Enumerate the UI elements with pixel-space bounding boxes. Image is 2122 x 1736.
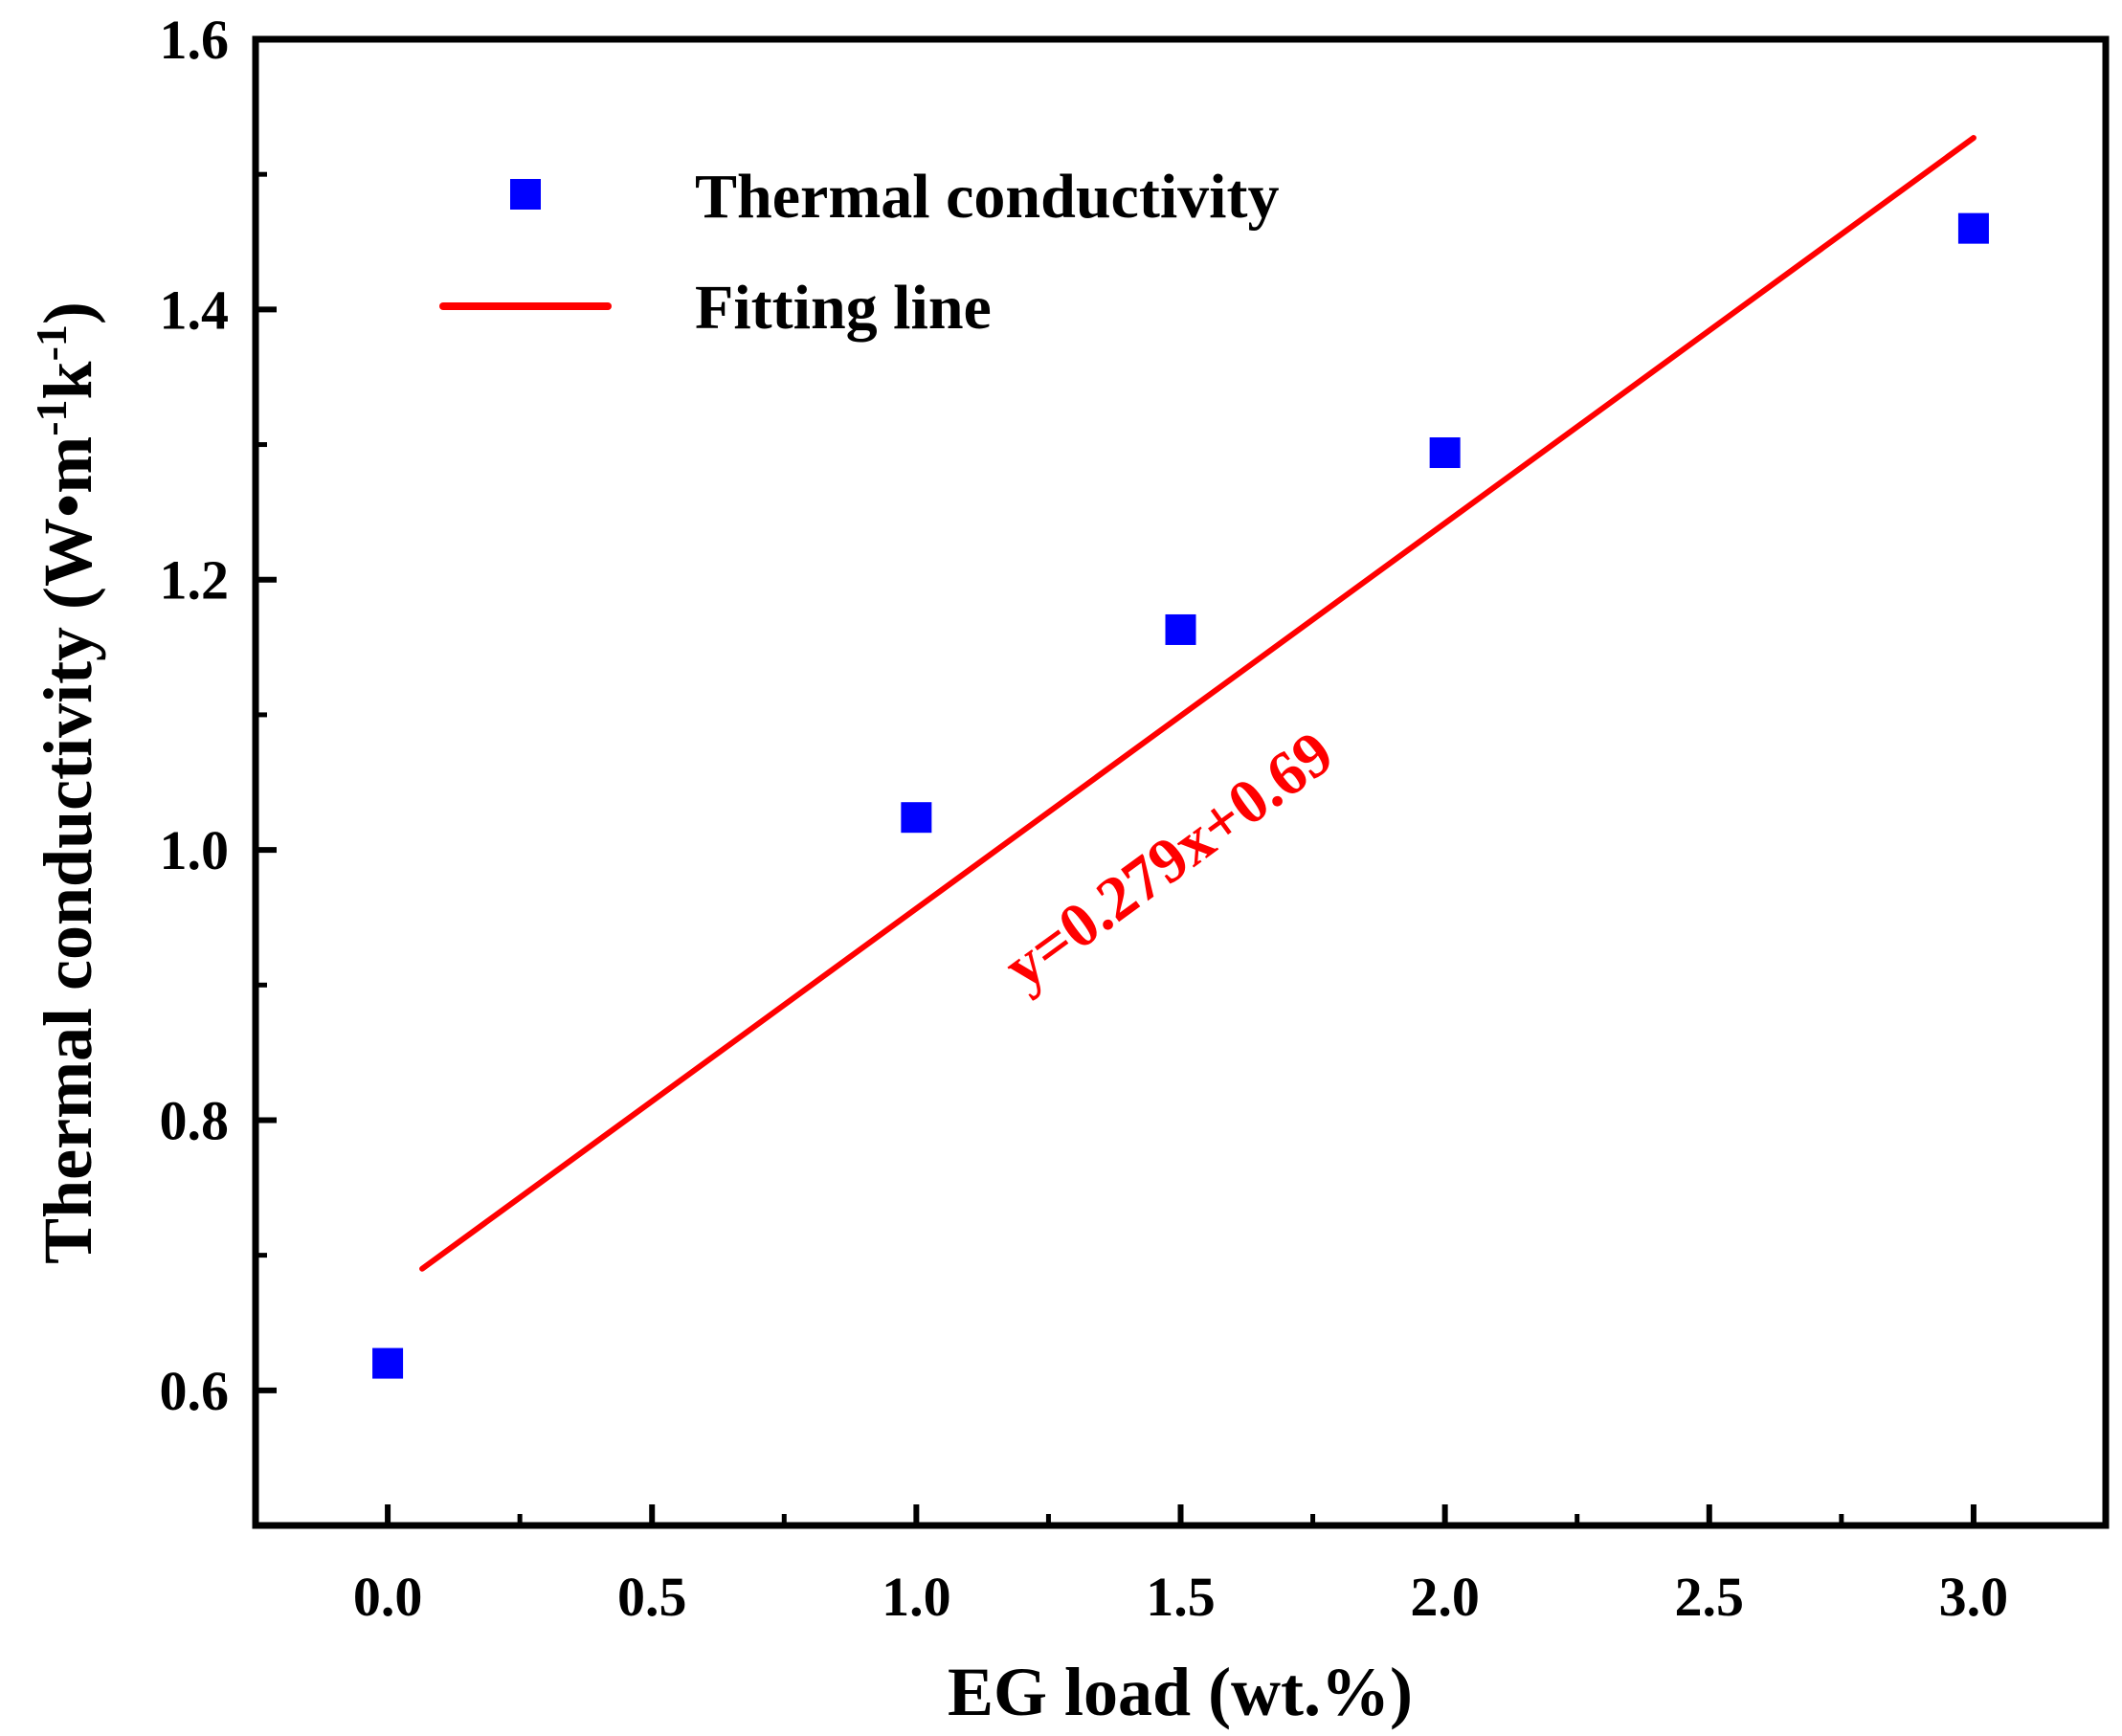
legend-label-thermal-conductivity: Thermal conductivity <box>695 162 1279 232</box>
y-axis-title-main: Thermal conductivity (W•m <box>30 436 106 1264</box>
scatter-points <box>372 212 1989 1379</box>
x-tick-label: 2.5 <box>1675 1566 1745 1628</box>
x-tick-label: 1.0 <box>882 1566 951 1628</box>
x-tick-label: 2.0 <box>1410 1566 1480 1628</box>
y-axis-ticks: 0.6 0.8 1.0 1.2 1.4 1.6 <box>160 9 277 1528</box>
data-point <box>1957 212 1989 244</box>
y-axis-title-mid: k <box>30 361 106 399</box>
fitting-line <box>419 135 1977 1272</box>
x-tick-label: 1.5 <box>1146 1566 1216 1628</box>
y-tick-label: 1.2 <box>160 549 230 612</box>
data-point <box>372 1347 404 1379</box>
y-axis-title-end: ) <box>30 301 106 324</box>
data-point <box>901 802 932 834</box>
data-point <box>1429 437 1461 469</box>
x-tick-label: 0.5 <box>617 1566 687 1628</box>
y-tick-label: 1.0 <box>160 819 230 881</box>
y-axis-title-sup-2: -1 <box>27 324 76 361</box>
x-tick-label: 3.0 <box>1939 1566 2009 1628</box>
x-tick-label: 0.0 <box>353 1566 423 1628</box>
y-tick-label: 1.6 <box>160 9 230 71</box>
y-axis-title: Thermal conductivity (W•m-1k-1) <box>27 301 106 1264</box>
x-axis-ticks: 0.0 0.5 1.0 1.5 2.0 2.5 3.0 <box>353 1504 2008 1628</box>
legend: Thermal conductivity Fitting line <box>439 162 1279 343</box>
legend-label-fitting-line: Fitting line <box>695 273 992 343</box>
y-axis-title-sup-1: -1 <box>27 399 76 435</box>
fitting-line-layer <box>419 135 1977 1272</box>
y-tick-label: 1.4 <box>160 278 230 341</box>
y-tick-label: 0.8 <box>160 1089 230 1151</box>
y-tick-label: 0.6 <box>160 1360 230 1422</box>
x-axis-title: EG load (wt.%) <box>948 1654 1413 1730</box>
legend-marker-square <box>510 179 541 210</box>
data-point <box>1165 613 1196 645</box>
